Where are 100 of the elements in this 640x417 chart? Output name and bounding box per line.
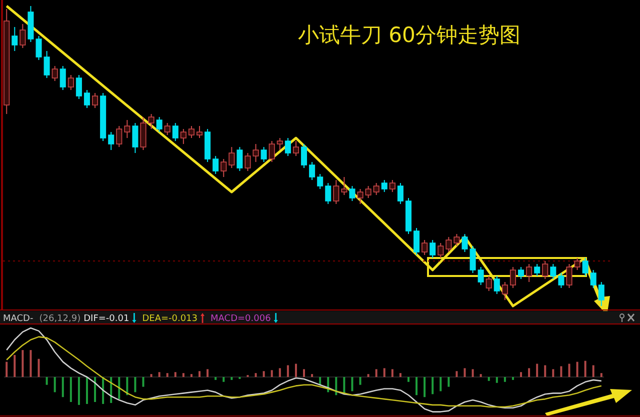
bar — [367, 374, 370, 377]
candlestick — [140, 116, 146, 150]
bar — [126, 377, 128, 396]
candlestick — [349, 186, 356, 202]
bar — [278, 368, 281, 377]
bar — [432, 377, 434, 394]
candlestick — [590, 270, 596, 288]
bar — [22, 350, 24, 377]
candlestick — [309, 162, 316, 180]
bar — [391, 369, 394, 377]
candlestick — [341, 176, 348, 196]
bar — [6, 362, 8, 377]
candlestick — [172, 122, 178, 142]
candlestick — [124, 120, 130, 138]
bar — [94, 377, 96, 402]
candlestick — [542, 260, 548, 280]
candlestick — [116, 126, 122, 148]
candlestick — [228, 146, 235, 168]
bar — [206, 369, 209, 377]
text: 小试牛刀 60分钟走势图 — [298, 23, 520, 47]
candlestick — [438, 242, 444, 258]
bar — [311, 374, 314, 377]
candlestick — [574, 258, 580, 270]
bar — [294, 364, 297, 377]
bar — [118, 377, 120, 400]
bar — [335, 377, 338, 396]
candlestick — [486, 276, 492, 292]
candlestick — [236, 146, 243, 172]
bar — [54, 377, 56, 392]
candlestick — [422, 240, 428, 256]
bar — [222, 377, 225, 382]
candlestick — [414, 228, 420, 256]
bar — [30, 350, 32, 377]
candlestick — [526, 264, 532, 282]
bar — [78, 377, 80, 405]
candlestick — [478, 266, 484, 286]
candlestick — [68, 74, 74, 90]
candlestick — [188, 126, 194, 138]
bar — [286, 365, 289, 377]
bar — [214, 377, 217, 380]
bar — [270, 370, 273, 377]
candlestick — [180, 128, 186, 144]
bar — [150, 374, 152, 377]
candlestick — [196, 126, 203, 138]
bar — [472, 369, 474, 377]
bar — [504, 377, 506, 382]
text: MACD=0.006 — [210, 314, 272, 324]
bar — [424, 377, 426, 398]
bar — [448, 377, 450, 387]
chart-title: MACD- — [3, 314, 34, 324]
bar — [464, 368, 466, 377]
candlestick — [132, 122, 138, 154]
candlestick — [268, 140, 275, 162]
candlestick — [518, 266, 524, 280]
candlestick — [36, 36, 42, 60]
bar — [62, 377, 64, 398]
candlestick — [84, 90, 90, 108]
text: (26,12,9) — [39, 314, 81, 324]
candlestick — [462, 234, 468, 252]
candlestick — [52, 66, 58, 82]
bar — [351, 377, 354, 392]
candlestick — [300, 144, 308, 168]
candlestick — [381, 180, 388, 192]
candlestick — [430, 240, 436, 258]
bar — [568, 364, 570, 377]
text: DEA=-0.013 — [142, 314, 198, 324]
bar — [383, 368, 386, 377]
bar — [190, 374, 192, 377]
bar — [496, 377, 498, 383]
bar — [407, 377, 410, 382]
candlestick — [164, 122, 170, 136]
bar — [70, 377, 72, 402]
candlestick — [582, 258, 588, 276]
candlestick — [454, 234, 460, 246]
bar — [262, 371, 265, 377]
text: DIF=-0.01 — [84, 314, 130, 324]
candlestick — [502, 282, 508, 300]
bar — [480, 374, 482, 377]
bar — [230, 377, 233, 380]
candlestick — [244, 152, 251, 172]
bar — [303, 369, 305, 377]
candlestick — [558, 272, 564, 288]
bar — [38, 358, 40, 377]
bar — [456, 371, 458, 377]
candlestick — [44, 50, 50, 78]
bar — [520, 372, 522, 377]
bar — [544, 365, 546, 377]
candlestick — [76, 74, 82, 100]
candlestick — [446, 236, 452, 252]
candlestick — [365, 186, 372, 198]
bar — [512, 377, 514, 380]
candlestick — [212, 156, 219, 174]
candlestick — [12, 26, 18, 52]
candlestick — [510, 266, 516, 288]
bar — [592, 365, 594, 377]
bar — [416, 377, 418, 396]
candlestick — [252, 144, 259, 162]
bar — [166, 373, 168, 377]
bar — [158, 372, 160, 377]
candlestick — [60, 66, 66, 90]
